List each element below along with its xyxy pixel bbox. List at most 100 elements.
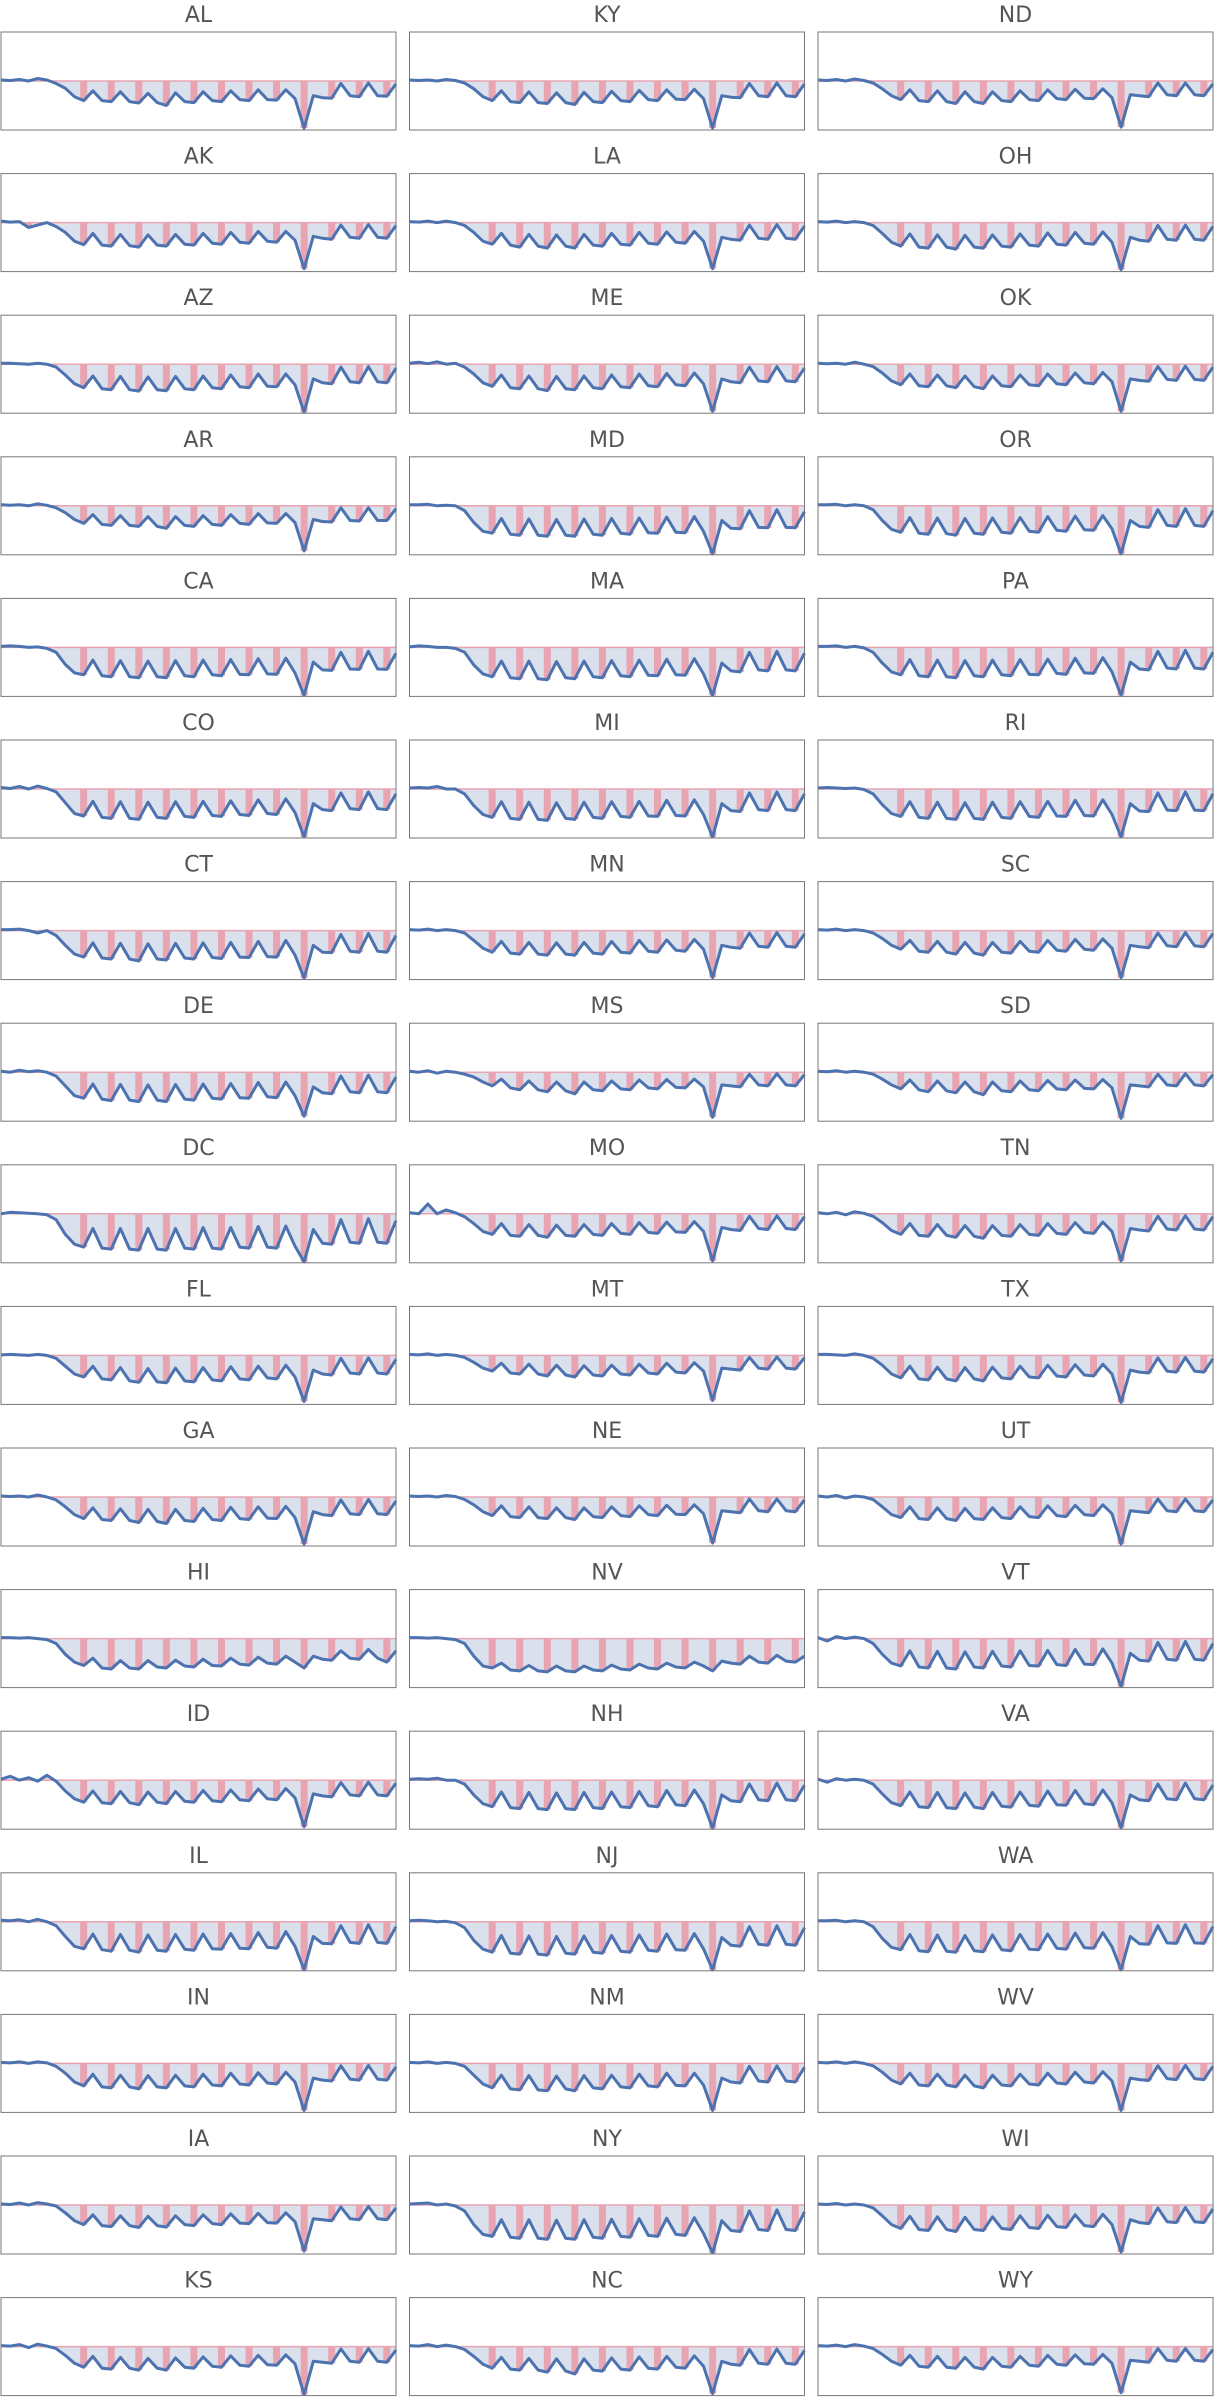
highlight-band (571, 930, 579, 956)
highlight-band (598, 2346, 606, 2372)
highlight-band (107, 364, 115, 390)
highlight-band (80, 505, 88, 524)
panel-frame (0, 597, 397, 697)
panel-title: MN (589, 853, 624, 878)
highlight-band (516, 1213, 524, 1237)
highlight-band (764, 2346, 772, 2365)
panel: KY (409, 3, 806, 131)
highlight-band (217, 1638, 225, 1667)
highlight-band (1090, 1072, 1098, 1089)
panel-title: AK (184, 145, 214, 170)
highlight-band (300, 2063, 308, 2111)
highlight-band (245, 1072, 253, 1099)
area-fill (1, 1495, 396, 1545)
highlight-band (300, 364, 308, 413)
panel: AR (0, 428, 398, 556)
highlight-band (764, 364, 772, 382)
highlight-band (328, 1638, 336, 1661)
highlight-band (328, 505, 336, 522)
series-line (817, 77, 1215, 129)
highlight-band (107, 2063, 115, 2088)
highlight-band (681, 222, 689, 244)
highlight-band (1172, 789, 1180, 811)
series-line (0, 784, 398, 839)
highlight-band (1034, 2063, 1042, 2085)
highlight-band (107, 1638, 115, 1669)
highlight-band (300, 222, 308, 269)
panel: MA (409, 569, 806, 697)
area-fill (409, 929, 805, 978)
panel: TN (817, 1136, 1215, 1264)
highlight-band (245, 1497, 253, 1520)
highlight-band (328, 2205, 336, 2221)
panel-frame (0, 1022, 397, 1122)
highlight-band (488, 1213, 496, 1235)
highlight-band (1145, 505, 1153, 528)
highlight-band (107, 930, 115, 960)
highlight-band (80, 1638, 88, 1666)
highlight-band (217, 1355, 225, 1381)
highlight-band (571, 647, 579, 679)
highlight-band (626, 222, 634, 246)
highlight-band (979, 2205, 987, 2231)
panel-title: MS (591, 994, 624, 1019)
highlight-band (897, 1355, 905, 1378)
highlight-band (764, 1638, 772, 1664)
highlight-band (273, 2205, 281, 2224)
highlight-band (791, 1213, 799, 1230)
highlight-band (654, 1638, 662, 1669)
highlight-band (654, 789, 662, 817)
highlight-band (1062, 1072, 1070, 1090)
highlight-band (791, 505, 799, 528)
panel-frame (817, 1305, 1214, 1405)
panel-title: DE (183, 994, 214, 1019)
highlight-band (764, 930, 772, 948)
highlight-band (245, 647, 253, 675)
panel: DC (0, 1136, 398, 1264)
highlight-band (1090, 930, 1098, 951)
highlight-band (626, 1780, 634, 1808)
highlight-band (1172, 1213, 1180, 1230)
highlight-band (488, 81, 496, 101)
highlight-band (190, 2205, 198, 2226)
highlight-band (736, 2205, 744, 2232)
highlight-band (488, 1072, 496, 1086)
highlight-band (190, 1497, 198, 1522)
highlight-band (979, 1213, 987, 1239)
area-fill (818, 1778, 1213, 1828)
highlight-band (245, 1355, 253, 1380)
panel-title: GA (182, 1419, 214, 1444)
highlight-band (1200, 1213, 1208, 1230)
highlight-band (1090, 2205, 1098, 2227)
highlight-band (979, 1780, 987, 1809)
highlight-band (273, 1921, 281, 1949)
highlight-band (764, 1780, 772, 1801)
highlight-band (1117, 1072, 1125, 1119)
area-fill (409, 504, 805, 554)
highlight-band (383, 2205, 391, 2220)
highlight-band (1062, 2063, 1070, 2084)
highlight-band (273, 789, 281, 815)
highlight-band (1145, 1072, 1153, 1087)
area-fill (818, 2061, 1213, 2111)
highlight-band (107, 647, 115, 677)
highlight-band (273, 2346, 281, 2366)
highlight-band (1034, 222, 1042, 247)
highlight-band (1117, 2205, 1125, 2253)
panel: SC (817, 853, 1215, 981)
panel-title: NE (592, 1419, 622, 1444)
highlight-band (300, 2205, 308, 2252)
highlight-band (979, 930, 987, 956)
highlight-band (1117, 222, 1125, 270)
highlight-band (543, 1355, 551, 1376)
series-line (409, 644, 806, 697)
highlight-band (217, 930, 225, 959)
panel: NC (409, 2269, 806, 2397)
highlight-band (328, 1921, 336, 1944)
highlight-band (217, 2063, 225, 2086)
highlight-band (300, 1355, 308, 1402)
highlight-band (571, 1497, 579, 1520)
highlight-band (217, 1780, 225, 1802)
panel-title: AZ (183, 286, 213, 311)
highlight-band (709, 1355, 717, 1401)
